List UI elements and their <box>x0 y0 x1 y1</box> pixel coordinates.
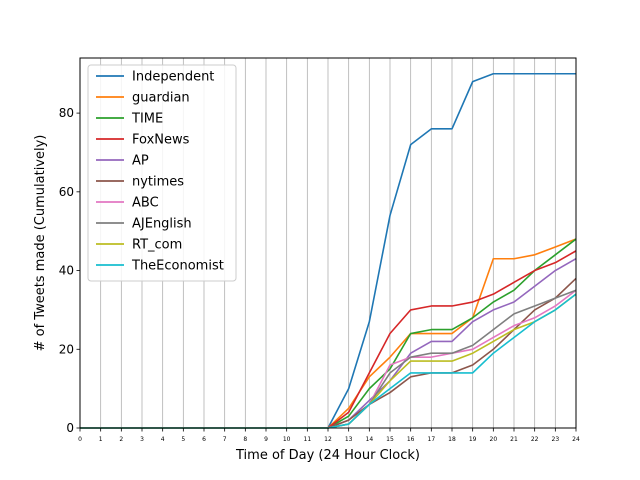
x-tick-label-7: 7 <box>223 436 227 443</box>
x-tick-label-18: 18 <box>448 436 456 443</box>
x-tick-label-2: 2 <box>119 436 123 443</box>
x-tick-label-14: 14 <box>366 436 374 443</box>
y-tick-label-0: 0 <box>66 421 74 435</box>
y-axis-ticks: 0 20 40 60 80 <box>59 106 80 435</box>
legend-label-AP: AP <box>132 154 149 169</box>
x-tick-label-10: 10 <box>283 436 291 443</box>
y-tick-label-1: 20 <box>59 342 74 356</box>
legend-label-AJEnglish: AJEnglish <box>132 217 192 232</box>
x-tick-label-21: 21 <box>510 436 518 443</box>
legend-label-FoxNews: FoxNews <box>132 133 190 148</box>
legend-label-TIME: TIME <box>131 112 163 127</box>
legend-label-Independent: Independent <box>132 70 214 85</box>
legend-box <box>87 64 237 282</box>
y-tick-label-3: 60 <box>59 185 74 199</box>
x-tick-label-16: 16 <box>407 436 415 443</box>
x-tick-label-12: 12 <box>324 436 332 443</box>
legend-label-TheEconomist: TheEconomist <box>131 259 224 274</box>
x-tick-label-4: 4 <box>161 436 165 443</box>
legend-label-ABC: ABC <box>132 196 159 211</box>
legend-label-RT_com: RT_com <box>132 238 182 253</box>
x-tick-label-9: 9 <box>264 436 268 443</box>
legend-label-nytimes: nytimes <box>132 175 184 190</box>
x-tick-label-0: 0 <box>78 436 82 443</box>
x-tick-label-8: 8 <box>243 436 247 443</box>
x-tick-label-11: 11 <box>304 436 312 443</box>
x-tick-label-24: 24 <box>572 436 580 443</box>
x-tick-label-6: 6 <box>202 436 206 443</box>
legend-label-guardian: guardian <box>132 91 190 106</box>
x-axis-label: Time of Day (24 Hour Clock) <box>235 448 420 463</box>
x-tick-label-5: 5 <box>181 436 185 443</box>
x-tick-label-20: 20 <box>490 436 498 443</box>
y-tick-label-2: 40 <box>59 264 74 278</box>
x-tick-label-19: 19 <box>469 436 477 443</box>
x-tick-label-17: 17 <box>428 436 436 443</box>
x-axis-ticks: 0 1 2 3 4 5 6 7 8 9 10 11 12 13 14 15 16 17 18 19 20 21 22 23 24 <box>78 428 580 443</box>
x-tick-label-15: 15 <box>386 436 394 443</box>
x-tick-label-22: 22 <box>531 436 539 443</box>
legend: Independent guardian TIME FoxNews AP nytimes A… <box>87 64 237 282</box>
x-tick-label-23: 23 <box>552 436 560 443</box>
y-axis-label: # of Tweets made (Cumulatively) <box>33 135 48 352</box>
x-tick-label-1: 1 <box>99 436 103 443</box>
x-tick-label-3: 3 <box>140 436 144 443</box>
y-tick-label-4: 80 <box>59 106 74 120</box>
x-tick-label-13: 13 <box>345 436 353 443</box>
